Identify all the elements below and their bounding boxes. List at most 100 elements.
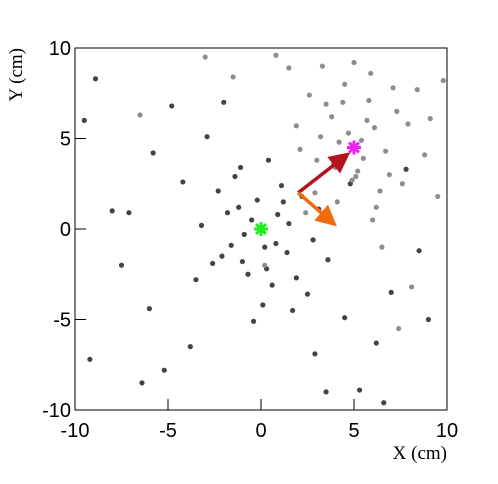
point	[260, 302, 266, 308]
point	[373, 204, 379, 210]
point	[381, 400, 387, 406]
point	[399, 181, 405, 187]
x-tick-label: 0	[255, 420, 266, 442]
point	[232, 173, 238, 180]
point	[215, 188, 221, 194]
point	[187, 344, 193, 350]
arrow	[297, 152, 351, 195]
point	[351, 59, 357, 66]
point	[278, 182, 285, 189]
point	[297, 146, 303, 152]
point	[146, 306, 152, 312]
point	[370, 217, 376, 223]
point	[273, 52, 279, 58]
point	[286, 65, 292, 71]
point	[325, 257, 331, 263]
point	[416, 248, 422, 254]
point	[386, 172, 392, 178]
point	[414, 87, 420, 93]
point	[342, 81, 348, 87]
point	[317, 134, 324, 140]
point	[312, 190, 318, 196]
point	[388, 289, 394, 295]
point	[383, 148, 389, 154]
point	[161, 367, 167, 373]
point	[349, 177, 355, 183]
point	[329, 114, 335, 120]
point	[219, 253, 225, 259]
point	[228, 242, 234, 248]
point	[204, 134, 210, 140]
point	[304, 291, 311, 297]
x-axis-label: X (cm)	[393, 443, 447, 464]
x-tick-label: 5	[348, 420, 359, 442]
point	[356, 387, 363, 393]
point	[269, 282, 275, 288]
point	[314, 157, 320, 163]
point	[319, 63, 325, 69]
point	[435, 193, 441, 200]
point	[241, 231, 247, 238]
point	[284, 249, 290, 256]
point	[210, 260, 216, 266]
point	[427, 115, 433, 122]
point	[221, 99, 227, 105]
point	[340, 99, 346, 105]
point	[353, 173, 359, 180]
point	[323, 101, 329, 107]
point	[290, 307, 296, 314]
point	[180, 179, 186, 185]
point	[126, 210, 132, 216]
y-tick-label: 0	[60, 219, 71, 241]
point	[422, 152, 428, 158]
point	[198, 222, 205, 228]
star-marker	[347, 140, 361, 155]
point	[236, 204, 242, 210]
point	[394, 108, 400, 114]
point	[254, 197, 260, 203]
point	[425, 316, 431, 323]
y-tick-label: 10	[49, 38, 71, 60]
point	[230, 74, 236, 80]
point	[405, 121, 411, 127]
point	[403, 166, 409, 172]
y-tick-label: -5	[53, 310, 71, 332]
point	[202, 54, 208, 60]
point	[280, 199, 286, 205]
point	[379, 244, 385, 250]
point	[139, 380, 145, 386]
point	[224, 210, 231, 216]
point	[92, 76, 99, 82]
point	[323, 389, 329, 395]
point	[81, 117, 87, 123]
point	[336, 139, 342, 145]
point	[293, 123, 299, 129]
point	[312, 351, 318, 357]
point	[118, 262, 125, 268]
point	[396, 325, 402, 332]
point	[286, 220, 292, 227]
point	[409, 284, 415, 290]
y-tick-label: 5	[60, 129, 71, 151]
point	[364, 117, 370, 123]
point	[150, 150, 156, 156]
x-tick-label: -5	[159, 420, 177, 442]
point	[239, 258, 245, 265]
point	[368, 70, 374, 76]
point	[249, 217, 255, 223]
arrow	[297, 191, 337, 227]
point	[245, 271, 251, 277]
point	[377, 188, 383, 194]
point	[87, 356, 93, 362]
point	[237, 164, 244, 171]
point	[360, 155, 366, 162]
x-tick-label: -10	[61, 420, 90, 442]
x-tick-label: 10	[436, 420, 458, 442]
point	[109, 208, 115, 214]
y-axis-label: Y (cm)	[6, 48, 27, 102]
y-tick-label: -10	[42, 400, 71, 422]
point	[345, 130, 352, 136]
point	[137, 112, 143, 118]
point	[193, 277, 199, 283]
